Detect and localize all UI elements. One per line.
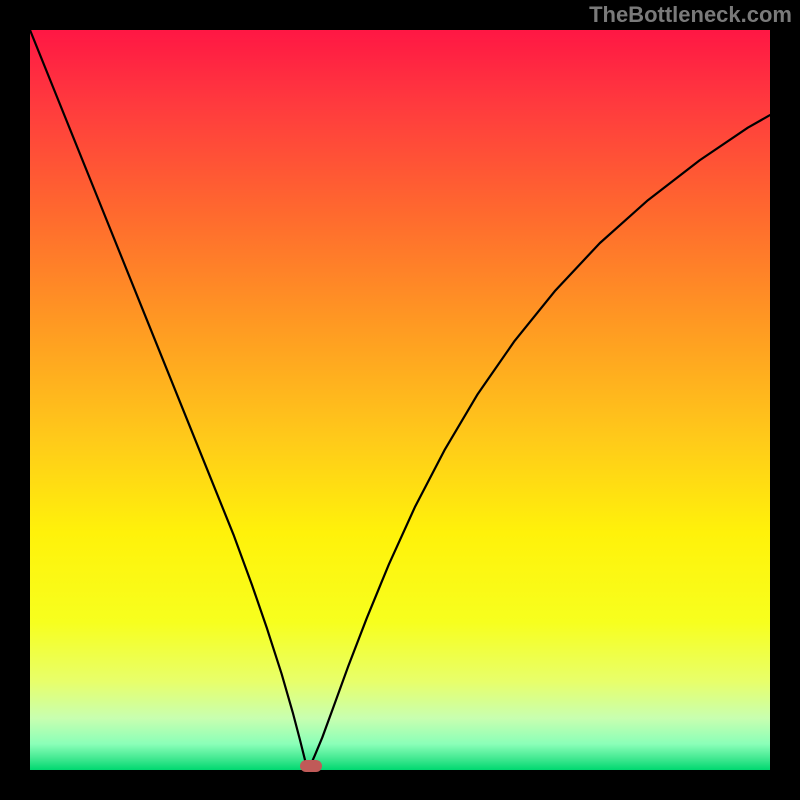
bottleneck-curve (0, 0, 800, 800)
minimum-marker (300, 760, 322, 772)
watermark-label: TheBottleneck.com (589, 2, 792, 28)
